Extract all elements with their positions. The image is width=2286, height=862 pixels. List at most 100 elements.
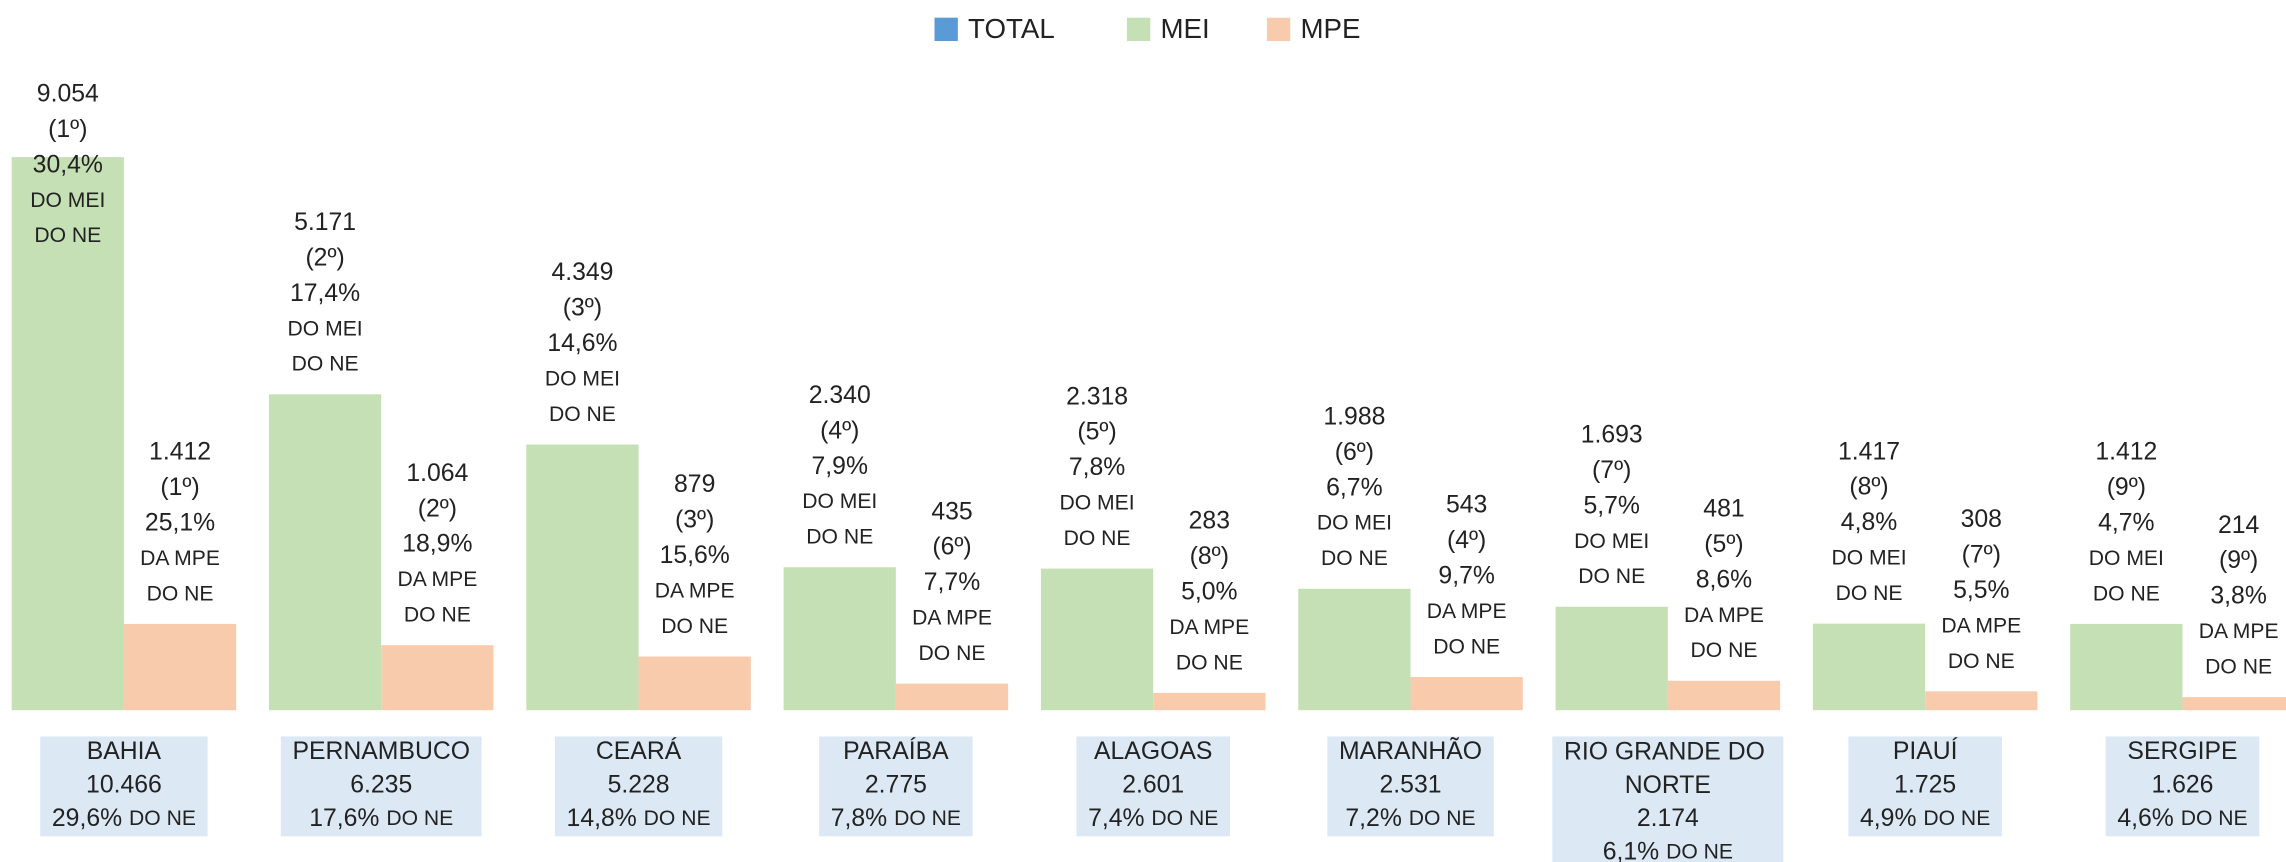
category-label: PARAÍBA <box>843 738 949 765</box>
category-bg <box>1327 736 1494 837</box>
share-suffix: DO MEI <box>1574 530 1649 553</box>
share-label: 6,7% <box>1326 474 1382 501</box>
category-box: SERGIPE 1.626 4,6% DO NE <box>2105 736 2260 837</box>
rank-label: (1º) <box>160 474 199 501</box>
bar <box>1410 677 1523 711</box>
category-bg <box>1552 736 1784 862</box>
category-box: CEARÁ 5.228 14,8% DO NE <box>554 736 723 837</box>
bar <box>895 683 1009 711</box>
share-label: 7,8% <box>1069 454 1125 481</box>
value-label: 435 <box>931 498 972 525</box>
total-share: 6,1% DO NE <box>1603 838 1733 862</box>
rank-label: (8º) <box>1849 474 1888 501</box>
share-suffix: DA MPE <box>1941 614 2021 637</box>
share-suffix: DA MPE <box>1169 616 1249 639</box>
share-suffix: DO MEI <box>545 368 620 391</box>
bar <box>268 394 382 711</box>
category-box: RIO GRANDE DO NORTE 2.174 6,1% DO NE <box>1552 736 1784 862</box>
value-label: 1.417 <box>1838 438 1900 465</box>
value-label: 1.412 <box>149 439 211 466</box>
bar <box>1925 691 2038 711</box>
share-suffix: DO NE <box>34 224 101 247</box>
bar <box>1812 623 1926 711</box>
rank-label: (2º) <box>418 495 457 522</box>
total-label: 2.174 <box>1637 805 1699 832</box>
total-share: 14,8% DO NE <box>567 804 711 831</box>
share-suffix: DA MPE <box>912 607 992 630</box>
share-label: 14,6% <box>547 330 617 357</box>
category-box: PIAUÍ 1.725 4,9% DO NE <box>1848 736 2002 837</box>
share-value: 29,6% <box>52 804 122 831</box>
category-bg <box>1076 736 1230 837</box>
value-label: 9.054 <box>37 80 99 107</box>
category-box: PERNAMBUCO 6.235 17,6% DO NE <box>280 736 482 837</box>
total-label: 2.531 <box>1380 772 1442 799</box>
share-suffix: DO NE <box>549 403 616 426</box>
share-suffix: DO NE <box>1151 806 1218 829</box>
share-label: 5,7% <box>1583 492 1639 519</box>
share-value: 14,8% <box>567 804 637 831</box>
total-label: 2.601 <box>1122 772 1184 799</box>
share-suffix: DA MPE <box>655 579 735 602</box>
total-share: 7,8% DO NE <box>831 804 961 831</box>
category-label: ALAGOAS <box>1094 738 1212 765</box>
total-share: 17,6% DO NE <box>309 804 453 831</box>
share-suffix: DA MPE <box>140 547 220 570</box>
value-label: 1.693 <box>1581 421 1643 448</box>
share-suffix: DO NE <box>404 604 471 627</box>
total-label: 1.626 <box>2151 772 2213 799</box>
legend-label: MEI <box>1160 13 1209 44</box>
legend-label: TOTAL <box>968 13 1055 44</box>
share-value: 6,1% <box>1603 838 1659 862</box>
share-suffix: DA MPE <box>397 568 477 591</box>
bar <box>1040 568 1154 711</box>
value-label: 308 <box>1961 506 2002 533</box>
bar <box>123 623 237 711</box>
share-value: 17,6% <box>309 804 379 831</box>
category-label: PIAUÍ <box>1893 738 1958 765</box>
share-suffix: DO NE <box>386 806 453 829</box>
category-label: SERGIPE <box>2127 738 2237 765</box>
legend-swatch <box>1126 17 1151 42</box>
value-label: 543 <box>1446 492 1487 519</box>
share-suffix: DA MPE <box>2199 620 2279 643</box>
rank-label: (2º) <box>305 244 344 271</box>
total-share: 4,6% DO NE <box>2117 804 2247 831</box>
value-label: 1.988 <box>1323 403 1385 430</box>
share-label: 5,5% <box>1953 577 2009 604</box>
bar <box>1298 588 1411 711</box>
value-label: 2.318 <box>1066 383 1128 410</box>
share-suffix: DO NE <box>919 642 986 665</box>
share-label: 17,4% <box>290 280 360 307</box>
bar <box>2182 697 2286 711</box>
value-label: 879 <box>674 471 715 498</box>
category-bg <box>554 736 723 837</box>
total-label: 1.725 <box>1894 772 1956 799</box>
share-suffix: DO NE <box>1948 650 2015 673</box>
share-suffix: DO NE <box>1578 565 1645 588</box>
share-suffix: DO NE <box>292 353 359 376</box>
bar <box>638 656 751 711</box>
bar <box>1555 606 1668 711</box>
rank-label: (6º) <box>1335 439 1374 466</box>
share-suffix: DO NE <box>129 806 196 829</box>
share-suffix: DA MPE <box>1684 604 1764 627</box>
share-suffix: DO MEI <box>802 490 877 513</box>
category-label: PERNAMBUCO <box>292 738 470 765</box>
rank-label: (1º) <box>48 116 87 143</box>
rank-label: (5º) <box>1077 419 1116 446</box>
category-label: RIO GRANDE DO NORTE <box>1564 738 1772 799</box>
share-suffix: DO NE <box>894 806 961 829</box>
category-label: BAHIA <box>87 738 162 765</box>
share-suffix: DO NE <box>1666 840 1733 862</box>
value-label: 5.171 <box>294 209 356 236</box>
total-label: 2.775 <box>865 772 927 799</box>
value-label: 4.349 <box>551 259 613 286</box>
rank-label: (4º) <box>820 417 859 444</box>
share-label: 3,8% <box>2210 583 2266 610</box>
category-bg <box>2105 736 2260 837</box>
share-label: 4,7% <box>2098 509 2154 536</box>
bar <box>783 567 896 711</box>
legend: TOTAL MEI MPE <box>934 13 1360 44</box>
category-bg <box>819 736 973 837</box>
